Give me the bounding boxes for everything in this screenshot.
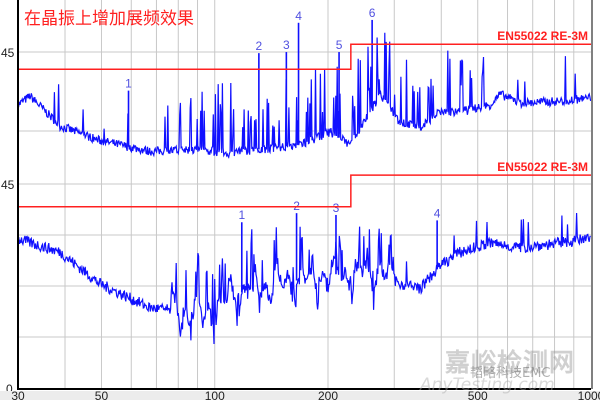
x-tick-label: 100 [205,389,225,400]
watermark-sub: 韬略科技EMC [470,366,551,381]
y-tick-label: 45 [1,178,15,192]
marker-label: 4 [295,9,302,23]
marker-label: 4 [434,206,441,220]
watermark-main: 嘉峪检测网 [445,348,576,377]
limit-line [18,174,591,208]
spectrum-trace [18,32,591,159]
x-tick-label: 500 [468,389,488,400]
y-tick-label: 0 [6,382,13,396]
limit-line [18,43,591,70]
marker-label: 1 [238,208,245,222]
marker-label: 6 [369,6,376,20]
bottom-strip [0,391,600,400]
x-tick-label: 1000 [578,389,600,400]
marker-label: 2 [256,39,263,53]
watermark-url: AnyTesting.com [420,375,555,395]
marker-label: 5 [336,38,343,52]
spectrum-trace [18,212,591,345]
x-tick-label: 50 [95,389,109,400]
y-tick-label: 45 [1,46,15,60]
limit-label: EN55022 RE-3M [497,160,588,174]
marker-label: 3 [283,38,290,52]
marker-label: 3 [333,201,340,215]
limit-label: EN55022 RE-3M [497,29,588,43]
marker-label: 1 [125,77,132,91]
figure-title: 在晶振上增加展频效果 [24,9,194,29]
x-tick-label: 30 [11,389,25,400]
x-tick-label: 200 [318,389,338,400]
